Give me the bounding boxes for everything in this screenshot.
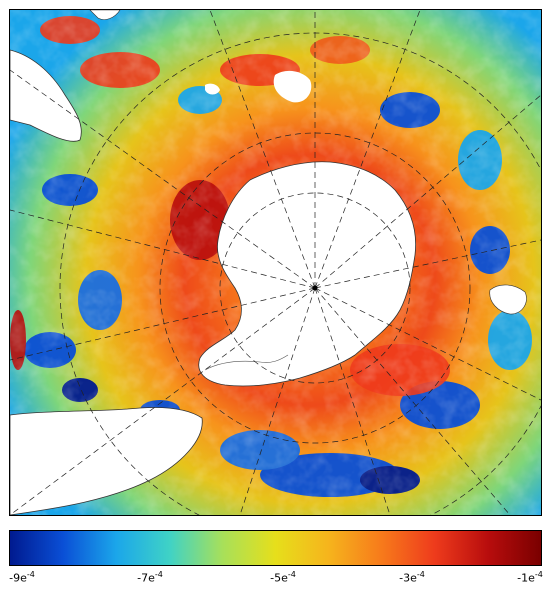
- kerguelen-island: [489, 284, 527, 315]
- colorbar-tick-4: -3e-4: [399, 570, 425, 585]
- australia-land: [10, 407, 203, 515]
- island-land: [89, 10, 121, 20]
- graticule: [10, 10, 541, 515]
- colorbar-tick-3: -5e-4: [270, 570, 296, 585]
- colorbar-gradient: [10, 531, 541, 565]
- colorbar-tick-1: -9e-4: [9, 570, 35, 585]
- ice-patch: [273, 70, 312, 103]
- south-pole-marker: [312, 285, 318, 291]
- colorbar-tick-2: -7e-4: [137, 570, 163, 585]
- ice-patch-small: [205, 83, 220, 95]
- ice-shelf-outline: [204, 354, 289, 371]
- colorbar: [9, 530, 542, 566]
- colorbar-tick-5: -1e-4: [517, 570, 543, 585]
- map-canvas: [10, 10, 541, 515]
- polar-map: [9, 9, 542, 516]
- antarctica-continent: [198, 161, 416, 387]
